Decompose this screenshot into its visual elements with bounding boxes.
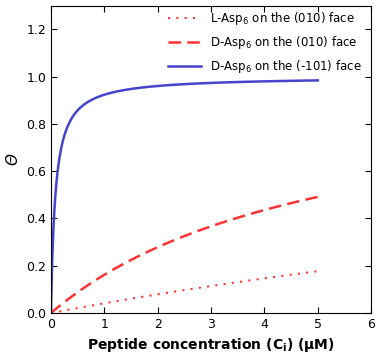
D-Asp$_6$ on the (010) face: [54, 306, 59, 310]
Legend: L-Asp$_6$ on the (010) face, D-Asp$_6$ on the (010) face, D-Asp$_6$ on the (-101: L-Asp$_6$ on the (010) face, D-Asp$_6$ o…: [163, 5, 367, 80]
D-Asp$_6$ on the (010) face: [148, 248, 152, 253]
Line: L-Asp$_6$ on the (010) face: L-Asp$_6$ on the (010) face: [51, 271, 318, 313]
Line: D-Asp$_6$ on the (010) face: D-Asp$_6$ on the (010) face: [51, 197, 318, 313]
D-Asp$_6$ on the (010) face: [72, 292, 77, 297]
D-Asp$_6$ on the (010) face: [209, 224, 214, 228]
L-Asp$_6$ on the (010) face: [72, 306, 77, 311]
Line: D-Asp$_6$ on the (-101) face: D-Asp$_6$ on the (-101) face: [51, 80, 318, 313]
L-Asp$_6$ on the (010) face: [54, 310, 59, 314]
D-Asp$_6$ on the (010) face: [49, 311, 53, 315]
D-Asp$_6$ on the (010) face: [268, 206, 273, 211]
D-Asp$_6$ on the (-101) face: [72, 112, 77, 116]
L-Asp$_6$ on the (010) face: [315, 269, 320, 273]
L-Asp$_6$ on the (010) face: [49, 311, 53, 315]
D-Asp$_6$ on the (-101) face: [268, 79, 273, 84]
Y-axis label: Θ: Θ: [5, 153, 20, 165]
D-Asp$_6$ on the (-101) face: [49, 311, 53, 315]
L-Asp$_6$ on the (010) face: [209, 284, 214, 288]
D-Asp$_6$ on the (-101) face: [54, 176, 59, 180]
D-Asp$_6$ on the (010) face: [63, 299, 68, 303]
D-Asp$_6$ on the (-101) face: [315, 78, 320, 82]
D-Asp$_6$ on the (-101) face: [209, 81, 214, 85]
L-Asp$_6$ on the (010) face: [148, 293, 152, 298]
D-Asp$_6$ on the (010) face: [315, 195, 320, 199]
D-Asp$_6$ on the (-101) face: [63, 130, 68, 135]
L-Asp$_6$ on the (010) face: [63, 308, 68, 312]
X-axis label: Peptide concentration (C$_\mathbf{i}$) (μM): Peptide concentration (C$_\mathbf{i}$) (…: [87, 337, 335, 355]
L-Asp$_6$ on the (010) face: [268, 275, 273, 280]
D-Asp$_6$ on the (-101) face: [148, 85, 152, 89]
